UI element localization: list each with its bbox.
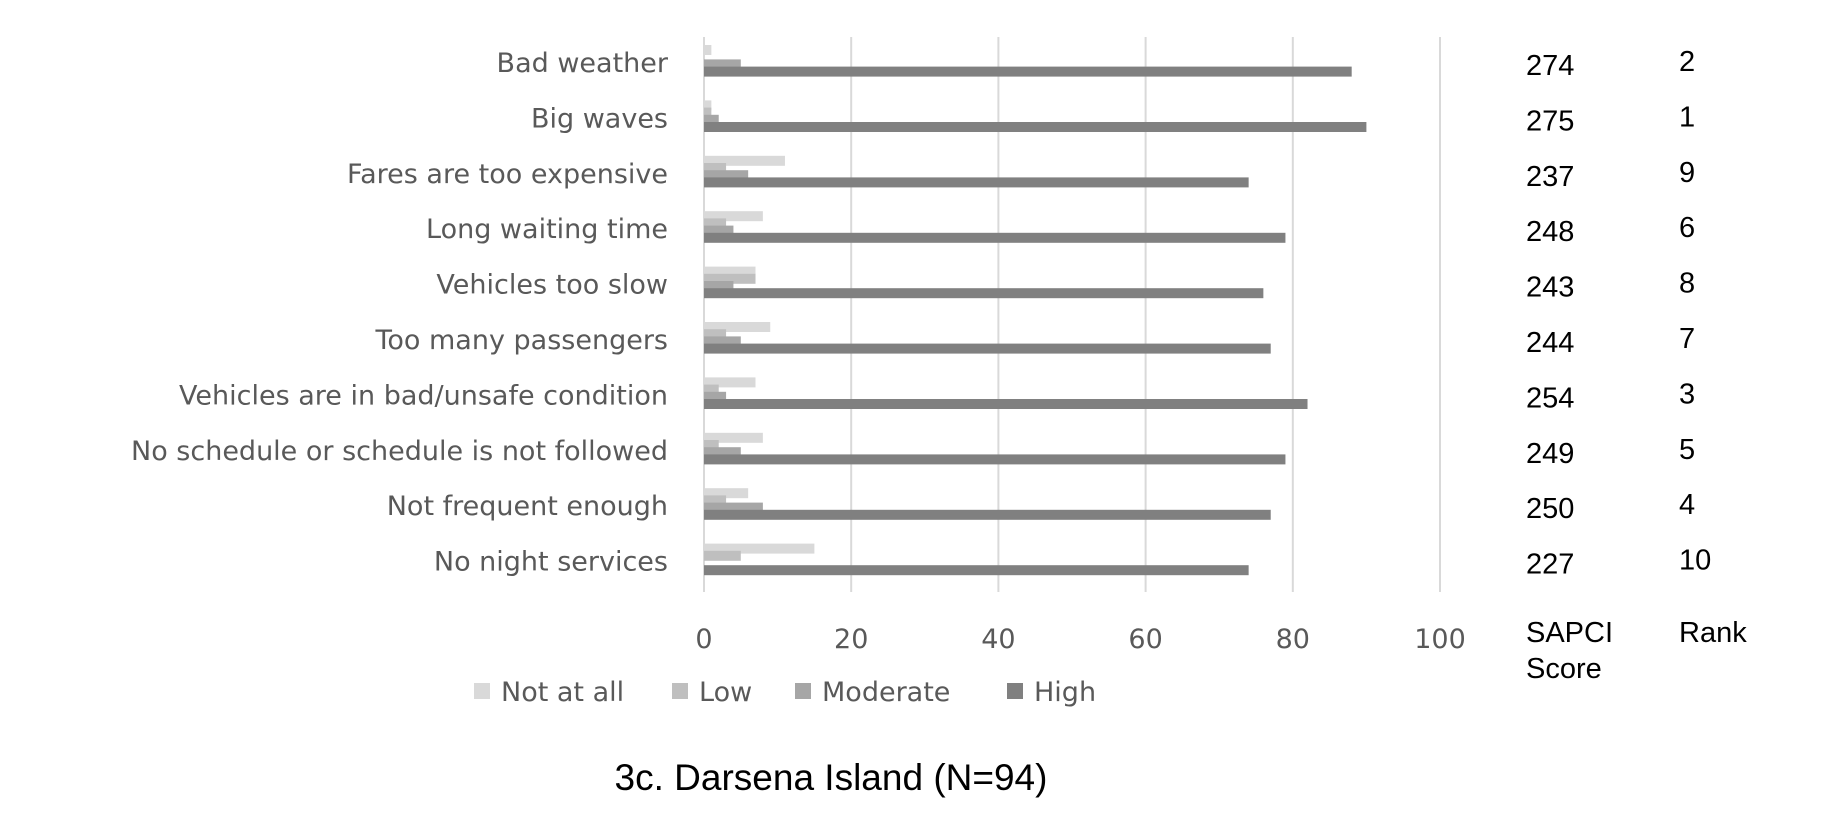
sapci-score-not-frequent-enough: 250 [1526,493,1574,525]
sapci-score-long-waiting-time: 248 [1526,216,1574,248]
bar-big-waves-not-at-all [704,100,712,111]
x-tick-label-100: 100 [1414,624,1466,655]
bar-long-waiting-time-low [704,218,727,229]
bar-fares-are-too-expensive-not-at-all [704,155,785,166]
bar-long-waiting-time-moderate [704,225,734,236]
rank-bad-weather: 2 [1679,46,1695,78]
category-label-long-waiting-time: Long waiting time [426,214,668,245]
category-label-bad-weather: Bad weather [497,48,669,79]
bar-big-waves-high [704,122,1367,132]
bar-no-night-services-high [704,565,1249,576]
sapci-score-fares-are-too-expensive: 237 [1526,161,1574,193]
bar-no-schedule-or-schedule-is-not-followed-high [704,454,1286,465]
x-tick-label-60: 60 [1128,624,1162,655]
rank-long-waiting-time: 6 [1679,212,1695,244]
sapci-score-column: 274 275 237 248 243 244 254 249 250 227 [1526,50,1574,581]
legend-label-high: High [1034,677,1096,708]
legend-label-not-at-all: Not at all [501,677,624,708]
sapci-score-bad-weather: 274 [1526,50,1574,82]
bar-no-schedule-or-schedule-is-not-followed-moderate [704,447,741,458]
bar-vehicles-too-slow-not-at-all [704,266,756,277]
legend-swatch-high [1007,683,1023,699]
bar-too-many-passengers-high [704,343,1271,354]
bar-vehicles-are-in-bad-unsafe-condition-high [704,399,1308,409]
bar-bad-weather-not-at-all [704,45,712,55]
bar-not-frequent-enough-low [704,495,727,506]
bars [704,45,1367,576]
rank-too-many-passengers: 7 [1679,323,1695,355]
score-header-line-2: Score [1526,653,1602,685]
bar-fares-are-too-expensive-moderate [704,170,749,181]
sapci-score-vehicles-too-slow: 243 [1526,272,1574,304]
rank-column: 2 1 9 6 8 7 3 5 4 10 [1679,46,1711,577]
bar-not-frequent-enough-not-at-all [704,488,749,499]
bar-big-waves-low [704,107,712,118]
legend-swatch-moderate [795,683,811,699]
bar-too-many-passengers-moderate [704,336,741,347]
category-label-big-waves: Big waves [531,103,668,134]
category-label-no-night-services: No night services [434,547,668,578]
bar-no-schedule-or-schedule-is-not-followed-not-at-all [704,432,763,443]
bar-vehicles-are-in-bad-unsafe-condition-low [704,384,719,395]
rank-no-night-services: 10 [1679,545,1711,577]
gridlines [703,37,1441,592]
x-tick-label-0: 0 [695,624,712,655]
bar-vehicles-too-slow-high [704,288,1264,299]
bar-vehicles-too-slow-moderate [704,281,734,291]
category-label-not-frequent-enough: Not frequent enough [387,491,668,522]
category-label-no-schedule-or-schedule-is-not-followed: No schedule or schedule is not followed [131,436,668,467]
bar-not-frequent-enough-high [704,509,1271,520]
sapci-score-too-many-passengers: 244 [1526,327,1574,359]
category-label-too-many-passengers: Too many passengers [374,325,668,356]
legend-swatch-low [672,683,688,699]
category-labels: Bad weather Big waves Fares are too expens… [131,48,669,578]
bar-vehicles-are-in-bad-unsafe-condition-not-at-all [704,377,756,388]
rank-not-frequent-enough: 4 [1679,489,1695,521]
x-tick-label-80: 80 [1276,624,1310,655]
bar-vehicles-are-in-bad-unsafe-condition-moderate [704,391,727,402]
x-tick-label-40: 40 [981,624,1015,655]
sapci-score-no-night-services: 227 [1526,549,1574,581]
rank-header: Rank [1679,617,1747,649]
bar-big-waves-moderate [704,114,719,125]
bar-long-waiting-time-high [704,232,1286,243]
category-label-vehicles-are-in-bad-unsafe-condition: Vehicles are in bad/unsafe condition [179,380,668,411]
sapci-score-vehicles-are-in-bad-unsafe-condition: 254 [1526,382,1574,414]
bar-fares-are-too-expensive-low [704,163,727,173]
rank-vehicles-too-slow: 8 [1679,268,1695,300]
legend: Not at all Low Moderate High [474,677,1096,708]
rank-no-schedule-or-schedule-is-not-followed: 5 [1679,434,1695,466]
legend-label-moderate: Moderate [822,677,950,708]
bar-no-night-services-not-at-all [704,543,815,554]
bar-too-many-passengers-low [704,329,727,340]
x-tick-label-20: 20 [834,624,868,655]
legend-swatch-not-at-all [474,683,490,699]
legend-label-low: Low [699,677,752,708]
rank-vehicles-are-in-bad-unsafe-condition: 3 [1679,378,1695,410]
bar-not-frequent-enough-moderate [704,502,763,513]
bar-long-waiting-time-not-at-all [704,211,763,222]
bar-vehicles-too-slow-low [704,273,756,284]
chart-caption: 3c. Darsena Island (N=94) [615,757,1048,798]
category-label-vehicles-too-slow: Vehicles too slow [436,270,668,301]
bar-bad-weather-high [704,66,1352,77]
rank-fares-are-too-expensive: 9 [1679,157,1695,189]
bar-no-night-services-low [704,550,741,561]
rank-big-waves: 1 [1679,101,1695,133]
bar-too-many-passengers-not-at-all [704,322,771,332]
sapci-score-no-schedule-or-schedule-is-not-followed: 249 [1526,438,1574,470]
bar-bad-weather-moderate [704,59,741,70]
bar-no-schedule-or-schedule-is-not-followed-low [704,440,719,450]
sapci-score-big-waves: 275 [1526,105,1574,137]
x-axis-ticks: 0 20 40 60 80 100 [695,624,1465,655]
score-header-line-1: SAPCI [1526,617,1613,649]
bar-fares-are-too-expensive-high [704,177,1249,188]
category-label-fares-are-too-expensive: Fares are too expensive [347,159,668,190]
